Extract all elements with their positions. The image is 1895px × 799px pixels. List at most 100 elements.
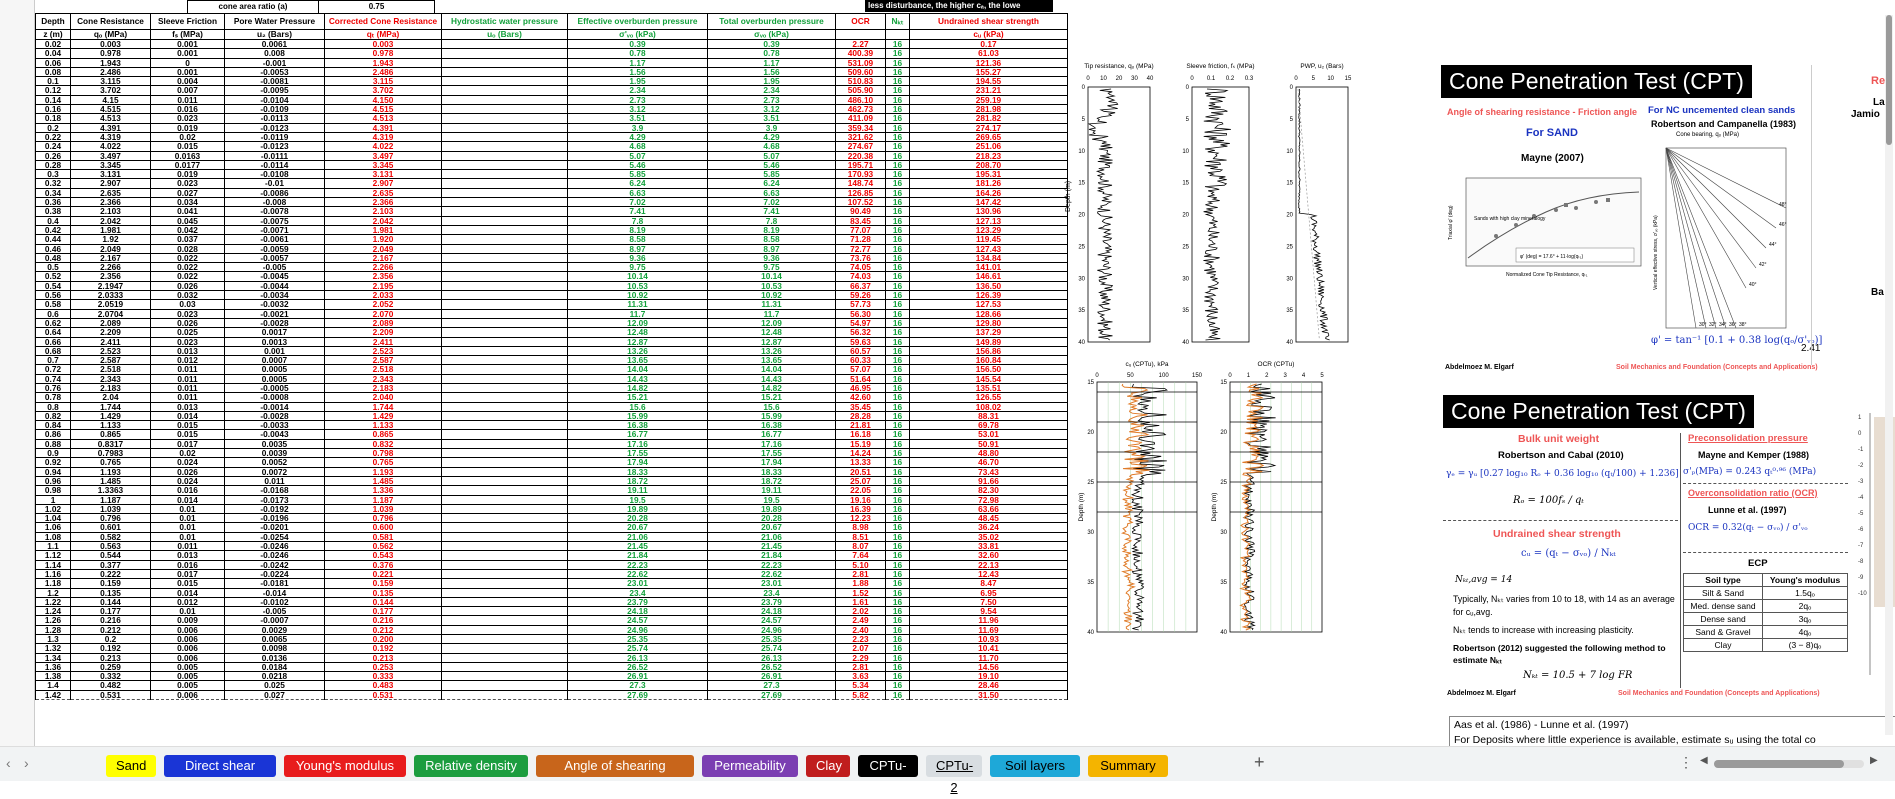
table-cell[interactable]: 17.55 [707, 448, 836, 459]
column-unit[interactable]: σ'ᵥₒ (kPa) [567, 29, 708, 40]
table-cell[interactable]: 0.007 [150, 85, 225, 96]
table-cell[interactable]: 16 [885, 643, 910, 654]
table-cell[interactable]: 0.144 [324, 596, 442, 608]
table-cell[interactable]: 0.72 [35, 364, 71, 375]
vertical-scrollbar[interactable] [1885, 15, 1893, 735]
table-cell[interactable]: 17.94 [707, 457, 836, 468]
table-cell[interactable]: 16 [885, 401, 910, 412]
table-cell[interactable]: 74.03 [835, 271, 886, 282]
column-title[interactable]: Pore Water Pressure [224, 13, 325, 30]
table-cell[interactable]: 16 [885, 596, 910, 608]
table-cell[interactable]: 16 [885, 373, 910, 385]
table-cell[interactable]: 2.103 [324, 206, 442, 217]
table-cell[interactable]: 195.71 [835, 159, 886, 171]
table-cell[interactable]: 486.10 [835, 94, 886, 106]
table-cell[interactable]: 66.37 [835, 280, 886, 292]
table-cell[interactable]: 3.497 [324, 150, 442, 161]
table-cell[interactable]: 1.744 [324, 401, 442, 412]
table-cell[interactable]: 0.44 [35, 234, 71, 245]
table-cell[interactable]: 156.86 [909, 345, 1068, 357]
table-cell[interactable]: 0.865 [324, 429, 442, 440]
table-cell[interactable]: 0.03 [150, 299, 225, 310]
table-cell[interactable]: 4.513 [324, 113, 442, 124]
table-cell[interactable] [441, 568, 568, 580]
table-cell[interactable] [441, 522, 568, 533]
table-cell[interactable]: -0.0021 [224, 308, 325, 319]
table-cell[interactable]: 6.95 [909, 587, 1068, 598]
table-cell[interactable]: 0.216 [324, 615, 442, 626]
table-cell[interactable]: 0.865 [70, 429, 151, 440]
table-cell[interactable]: 0.62 [35, 317, 71, 329]
table-cell[interactable]: 8.19 [567, 224, 708, 236]
table-cell[interactable]: 25.74 [707, 643, 836, 654]
table-cell[interactable]: 12.09 [707, 317, 836, 329]
table-cell[interactable]: 145.54 [909, 373, 1068, 385]
table-cell[interactable]: 359.34 [835, 122, 886, 133]
table-cell[interactable] [441, 671, 568, 682]
table-cell[interactable]: 281.82 [909, 113, 1068, 124]
table-cell[interactable]: -0.0123 [224, 122, 325, 133]
table-cell[interactable]: -0.0119 [224, 131, 325, 143]
table-cell[interactable]: 0.159 [70, 578, 151, 589]
table-cell[interactable]: 1.429 [324, 410, 442, 422]
table-cell[interactable]: -0.0192 [224, 503, 325, 515]
table-cell[interactable]: 1.42 [35, 689, 71, 701]
table-cell[interactable]: 0.212 [324, 624, 442, 636]
table-cell[interactable] [441, 48, 568, 59]
table-cell[interactable]: 0.94 [35, 466, 71, 477]
table-cell[interactable]: 16 [885, 550, 910, 561]
table-cell[interactable]: 1.56 [567, 66, 708, 78]
table-cell[interactable] [441, 382, 568, 394]
table-cell[interactable]: 16 [885, 187, 910, 199]
table-cell[interactable]: 72.77 [835, 243, 886, 254]
table-cell[interactable]: -0.0078 [224, 206, 325, 217]
table-cell[interactable]: 2.81 [835, 661, 886, 673]
table-cell[interactable] [441, 327, 568, 338]
table-cell[interactable]: 0.032 [150, 289, 225, 301]
table-cell[interactable]: 11.31 [567, 299, 708, 310]
table-cell[interactable]: 1.744 [70, 401, 151, 412]
table-cell[interactable]: 16 [885, 541, 910, 552]
table-cell[interactable]: 16 [885, 197, 910, 208]
table-cell[interactable]: 1.16 [35, 568, 71, 580]
table-cell[interactable]: 0.78 [35, 392, 71, 403]
table-cell[interactable] [441, 243, 568, 254]
table-cell[interactable]: 0.42 [35, 224, 71, 236]
table-cell[interactable]: 4.29 [707, 131, 836, 143]
table-cell[interactable]: -0.0114 [224, 159, 325, 171]
table-cell[interactable]: 5.10 [835, 559, 886, 570]
table-cell[interactable]: 26.13 [707, 652, 836, 663]
table-cell[interactable]: 8.58 [707, 234, 836, 245]
table-cell[interactable]: 16 [885, 661, 910, 673]
table-cell[interactable]: 4.391 [70, 122, 151, 133]
table-cell[interactable]: 0.011 [150, 373, 225, 385]
table-cell[interactable] [441, 336, 568, 347]
table-cell[interactable]: 14.43 [567, 373, 708, 385]
table-cell[interactable]: 0.563 [70, 541, 151, 552]
table-cell[interactable]: 23.01 [707, 578, 836, 589]
table-cell[interactable]: 0.333 [324, 671, 442, 682]
table-cell[interactable]: 0.4 [35, 215, 71, 226]
column-unit[interactable]: cᵤ (kPa) [909, 29, 1068, 40]
table-cell[interactable]: 2.73 [567, 94, 708, 106]
table-cell[interactable]: 195.31 [909, 169, 1068, 180]
table-cell[interactable]: 1.17 [567, 57, 708, 68]
table-cell[interactable]: 88.31 [909, 410, 1068, 422]
table-cell[interactable]: 16 [885, 280, 910, 292]
table-cell[interactable] [441, 457, 568, 468]
table-cell[interactable]: 3.345 [324, 159, 442, 171]
more-options-icon[interactable]: ⋮ [1679, 754, 1693, 770]
table-cell[interactable]: 0.259 [70, 661, 151, 673]
table-cell[interactable]: 7.41 [707, 206, 836, 217]
table-cell[interactable] [441, 197, 568, 208]
table-cell[interactable]: 0.023 [150, 113, 225, 124]
table-cell[interactable]: 1.1 [35, 541, 71, 552]
table-cell[interactable]: 1.38 [35, 671, 71, 682]
table-cell[interactable]: 16 [885, 652, 910, 663]
table-cell[interactable] [441, 94, 568, 106]
table-cell[interactable]: 21.84 [567, 550, 708, 561]
table-cell[interactable]: 108.02 [909, 401, 1068, 412]
table-cell[interactable]: 1.4 [35, 680, 71, 691]
table-cell[interactable]: 19.16 [835, 494, 886, 505]
table-cell[interactable]: -0.0008 [224, 392, 325, 403]
